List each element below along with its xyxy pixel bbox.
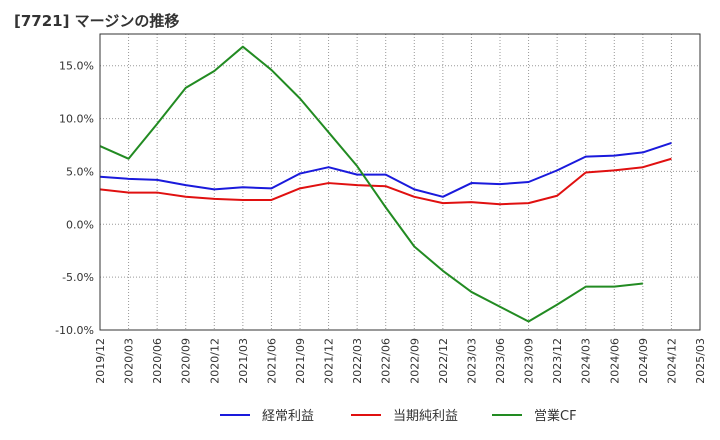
plot-frame [99, 33, 701, 331]
axes: -10.0% -5.0% 0.0% 5.0% 10.0% 15.0% 2019/12 2020… [55, 33, 707, 384]
x-tick-label: 2024/06 [608, 338, 621, 384]
legend-label: 営業CF [534, 408, 577, 424]
y-tick-label: -5.0% [62, 271, 94, 284]
x-tick-label: 2025/03 [694, 338, 707, 384]
y-tick-label: 0.0% [66, 218, 94, 231]
x-tick-label: 2020/12 [208, 338, 221, 384]
x-tick-label: 2021/12 [323, 338, 336, 384]
x-tick-label: 2022/09 [408, 338, 421, 384]
legend-label: 当期純利益 [393, 409, 458, 424]
x-tick-label: 2019/12 [94, 338, 107, 384]
x-tick-label: 2021/09 [294, 338, 307, 384]
x-tick-label: 2020/09 [180, 338, 193, 384]
series-lines [99, 45, 672, 323]
x-tick-label: 2020/03 [123, 338, 136, 384]
y-tick-label: 10.0% [59, 113, 94, 126]
y-tick-label: -10.0% [55, 324, 94, 337]
y-tick-label: 15.0% [59, 60, 94, 73]
x-tick-label: 2023/09 [523, 338, 536, 384]
x-tick-label: 2023/03 [465, 338, 478, 384]
x-tick-label: 2022/03 [351, 338, 364, 384]
series-line-2 [99, 157, 672, 206]
legend-label: 経常利益 [262, 409, 314, 424]
chart-title: [7721] マージンの推移 [14, 12, 180, 30]
x-tick-label: 2022/06 [380, 338, 393, 384]
x-tick-label: 2021/03 [237, 338, 250, 384]
x-tick-label: 2022/12 [437, 338, 450, 384]
x-tick-label: 2024/03 [580, 338, 593, 384]
x-tick-label: 2024/12 [665, 338, 678, 384]
x-tick-label: 2021/06 [265, 338, 278, 384]
series-line-1 [99, 141, 672, 198]
x-tick-label: 2023/06 [494, 338, 507, 384]
x-tick-label: 2020/06 [151, 338, 164, 384]
x-tick-label: 2023/12 [551, 338, 564, 384]
legend: 経常利益 当期純利益 営業CF [220, 408, 577, 424]
series-line-3 [99, 45, 643, 323]
x-tick-label: 2024/09 [637, 338, 650, 384]
y-tick-label: 5.0% [66, 165, 94, 178]
